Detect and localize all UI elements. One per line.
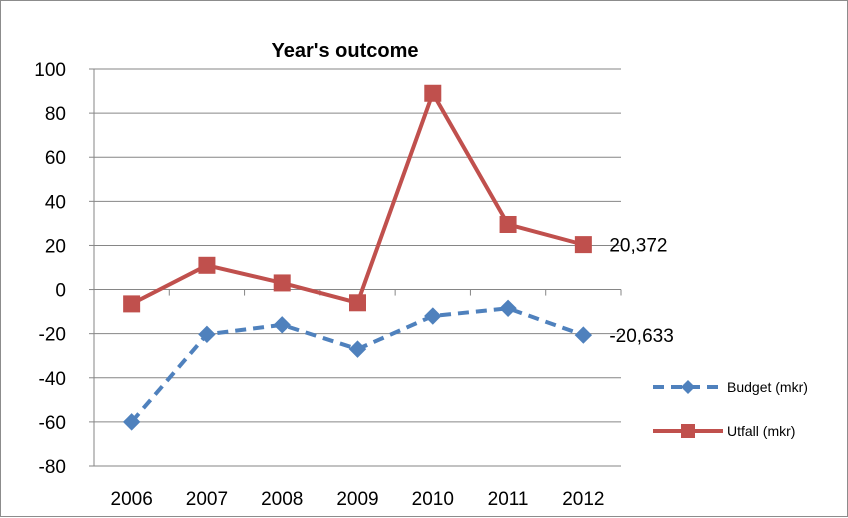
y-tick-label: 100 (34, 60, 66, 81)
legend-label: Utfall (mkr) (727, 423, 795, 439)
x-tick-label: 2010 (412, 489, 454, 510)
diamond-marker (499, 299, 517, 318)
axes (89, 68, 622, 467)
legend-square-marker (681, 424, 695, 438)
y-tick-label: -40 (39, 369, 66, 390)
x-tick-label: 2012 (562, 489, 604, 510)
y-tick-label: -80 (39, 457, 66, 478)
square-marker (424, 84, 442, 102)
x-tick-label: 2011 (488, 489, 529, 510)
x-tick-label: 2006 (111, 489, 153, 510)
diamond-marker (574, 326, 593, 344)
square-marker (499, 215, 517, 233)
square-marker (574, 236, 592, 254)
data-label: -20,633 (609, 326, 673, 347)
y-tick-label: -20 (39, 325, 66, 346)
data-labels: -20,633 20,372 (609, 236, 673, 347)
series-line-0 (130, 306, 585, 424)
square-marker (198, 256, 216, 274)
legend-label: Budget (mkr) (727, 379, 808, 395)
y-tick-labels: 100 80 60 40 20 0 -20 -40 -60 -80 (34, 60, 66, 478)
series (122, 84, 593, 431)
legend: Budget (mkr) Utfall (mkr) (653, 379, 808, 439)
diamond-marker (424, 307, 442, 325)
x-tick-label: 2007 (186, 489, 228, 510)
y-tick-label: 80 (45, 104, 66, 125)
x-tick-labels: 2006 2007 2008 2009 2010 2011 2012 (111, 489, 605, 510)
diamond-marker (273, 316, 291, 334)
x-tick-label: 2008 (261, 489, 303, 510)
legend-diamond-marker (681, 380, 695, 394)
square-marker (349, 294, 366, 312)
diamond-marker (348, 340, 367, 358)
chart-title: Year's outcome (271, 40, 418, 62)
square-marker (123, 295, 141, 313)
diamond-marker (122, 413, 141, 431)
square-marker (273, 274, 291, 292)
y-tick-label: 0 (55, 281, 66, 302)
data-label: 20,372 (609, 236, 667, 257)
y-tick-label: -60 (39, 413, 66, 434)
diamond-marker (198, 325, 216, 344)
y-tick-label: 20 (45, 236, 66, 257)
x-tick-label: 2009 (336, 489, 378, 510)
y-tick-label: 60 (45, 148, 66, 169)
gridlines (94, 68, 621, 467)
y-tick-label: 40 (45, 192, 66, 213)
